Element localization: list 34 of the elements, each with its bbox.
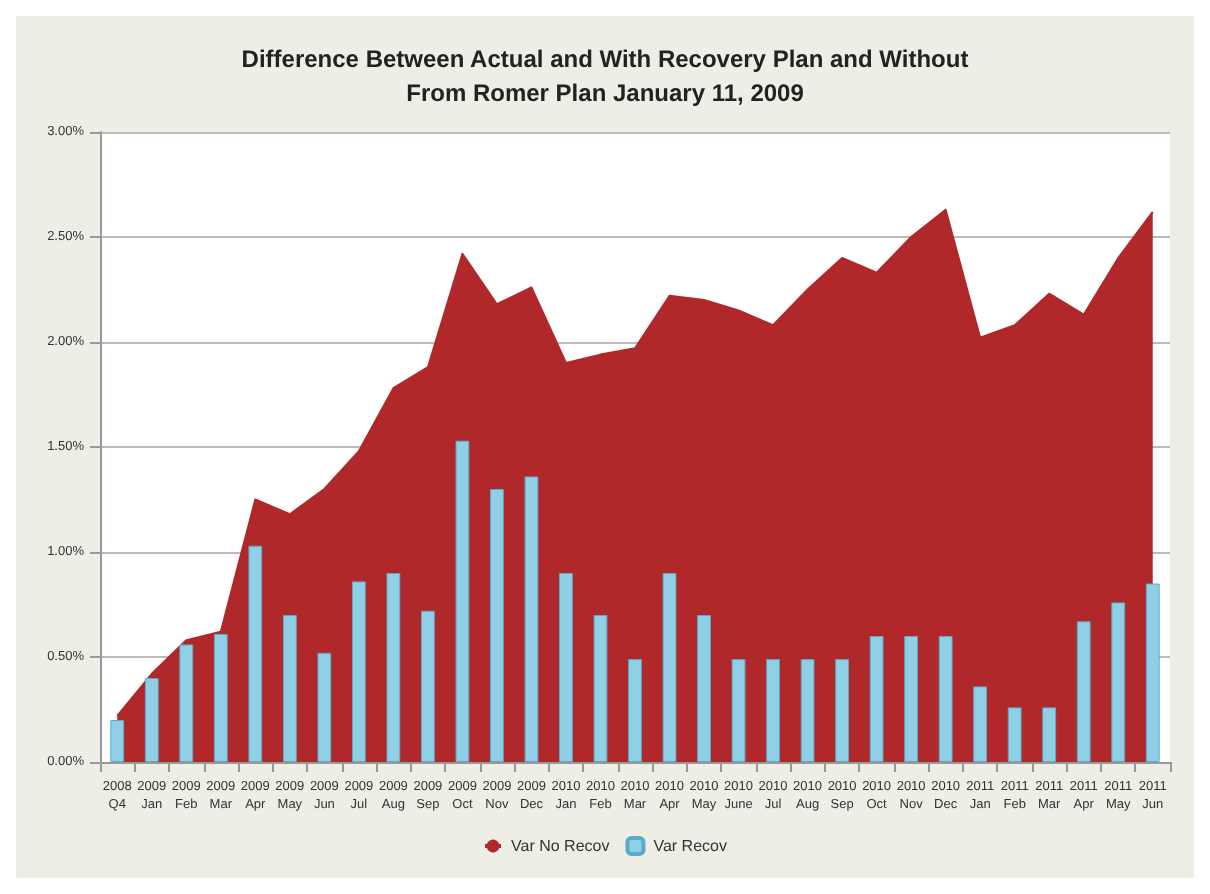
bar bbox=[800, 659, 815, 762]
bar bbox=[421, 610, 435, 762]
legend-label: Var No Recov bbox=[511, 837, 610, 855]
bar bbox=[282, 615, 297, 762]
bar bbox=[904, 636, 919, 762]
bar bbox=[559, 573, 573, 762]
bar bbox=[1111, 602, 1126, 762]
bar bbox=[766, 659, 780, 762]
bar bbox=[490, 489, 504, 762]
bar bbox=[731, 659, 746, 762]
bar bbox=[213, 633, 228, 762]
bar bbox=[628, 659, 642, 762]
bar bbox=[1076, 621, 1091, 762]
bar bbox=[524, 476, 539, 762]
bar bbox=[662, 573, 677, 762]
bar bbox=[179, 644, 194, 762]
bar bbox=[144, 678, 159, 762]
bar bbox=[248, 545, 263, 762]
bar bbox=[317, 652, 332, 762]
bar bbox=[697, 615, 711, 762]
bar bbox=[1145, 583, 1160, 762]
chart-title: Difference Between Actual and With Recovery Plan and Without From Romer Plan January 11, 2009 bbox=[241, 45, 969, 107]
bar bbox=[455, 440, 470, 762]
legend-label: Var Recov bbox=[653, 837, 727, 855]
bar bbox=[973, 686, 988, 762]
bar bbox=[938, 636, 953, 762]
bar bbox=[869, 636, 884, 762]
bar bbox=[593, 615, 608, 762]
bar bbox=[1042, 707, 1057, 762]
bar bbox=[351, 581, 366, 762]
bar bbox=[1007, 707, 1022, 762]
bar bbox=[386, 573, 401, 762]
bar bbox=[835, 659, 849, 762]
bar bbox=[110, 720, 125, 762]
